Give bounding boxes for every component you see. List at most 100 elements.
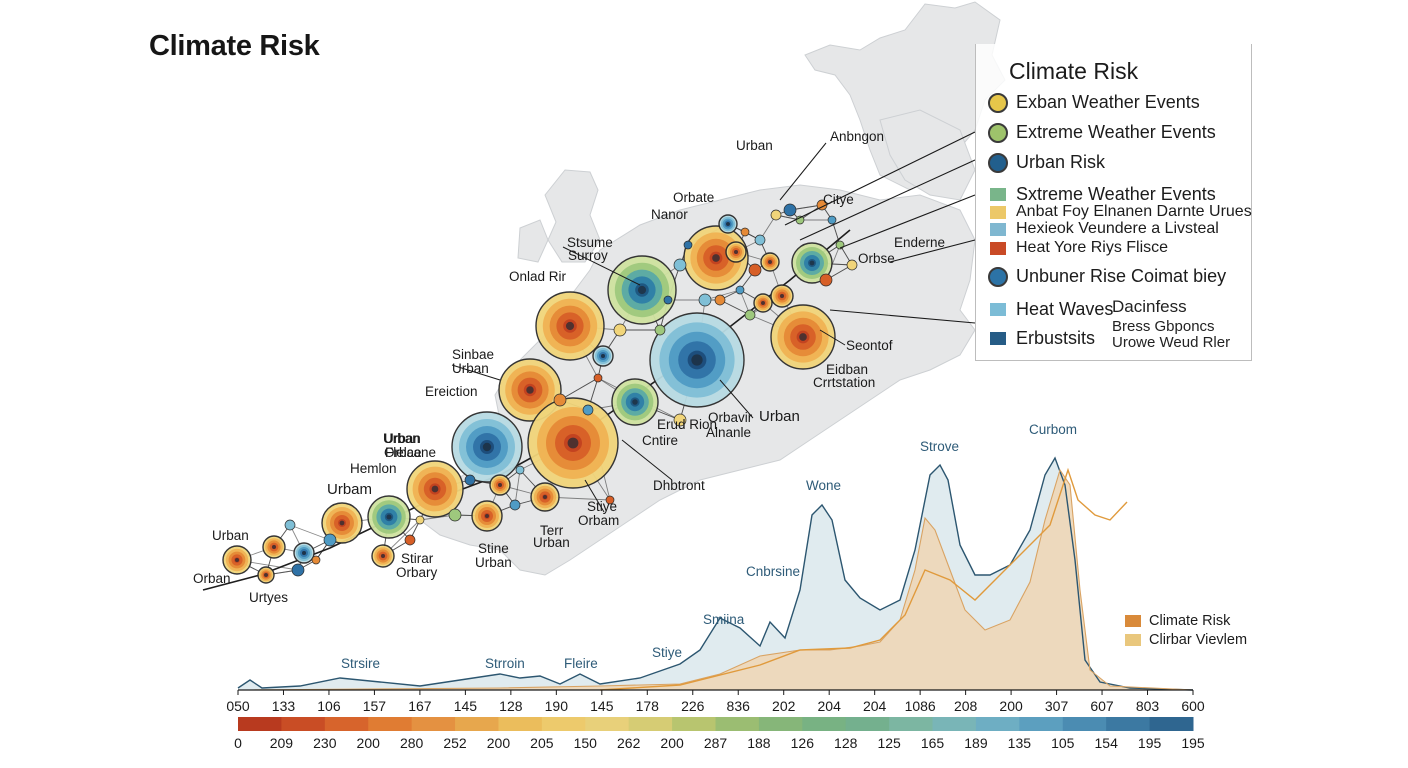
network-node: [683, 240, 693, 250]
x-tick-label: 050: [226, 698, 250, 714]
legend-swatch: [988, 266, 1008, 287]
color-scale-label: 135: [1008, 735, 1032, 751]
legend-note: Bress Gbponcs: [1112, 318, 1215, 335]
map-label: Seontof: [846, 338, 893, 353]
map-label: Enderne: [894, 235, 945, 250]
color-scale-segment: [975, 717, 1020, 731]
risk-hub: [527, 397, 619, 489]
risk-hub: [718, 214, 738, 234]
legend-label: Exban Weather Events: [1016, 92, 1200, 112]
color-scale-segment: [1106, 717, 1151, 731]
risk-hub: [451, 411, 523, 483]
color-scale-segment: [758, 717, 803, 731]
legend-item: Heat Yore Riys Flisce: [988, 239, 1168, 257]
legend-label: Heat Yore Riys Flisce: [1016, 239, 1169, 256]
network-node: [291, 563, 305, 577]
network-link: [289, 524, 331, 541]
peak-label: Fleire: [564, 656, 598, 671]
label-leader: [719, 379, 754, 419]
legend-swatch: [990, 303, 1006, 316]
x-tick-label: 128: [499, 698, 523, 714]
color-scale-segment: [845, 717, 890, 731]
legend-swatch: [990, 205, 1006, 219]
peak-label: Curbom: [1029, 422, 1077, 437]
color-scale-segment: [238, 717, 282, 731]
color-scale-label: 128: [834, 735, 858, 751]
callout-line: [839, 194, 976, 249]
x-tick-label: 190: [545, 698, 569, 714]
color-scale-segment: [1019, 717, 1064, 731]
legend-swatch: [988, 92, 1008, 113]
map-label: Cntire: [642, 433, 678, 448]
network-node: [613, 323, 627, 337]
color-scale-label: 200: [487, 735, 511, 751]
color-scale-segment: [324, 717, 369, 731]
color-scale-segment: [932, 717, 977, 731]
peak-label: Strove: [920, 439, 959, 454]
legend-item: Urban Risk: [988, 152, 1105, 173]
x-tick-label: 607: [1090, 698, 1114, 714]
color-scale-label: 189: [964, 735, 988, 751]
peak-label: Strroin: [485, 656, 525, 671]
map-label: Orbae: [384, 445, 422, 460]
legend-item: Sxtreme Weather Events: [988, 184, 1216, 205]
network-link: [559, 377, 599, 401]
area-chart: Strsire Strroin Fleire Stiye Smiina Cnbrsine W…: [226, 422, 1205, 751]
legend-panel: Climate Risk Exban Weather Events Extreme…: [975, 44, 1252, 361]
x-tick-label: 145: [590, 698, 614, 714]
callout-line: [829, 309, 976, 324]
map-label: Erud Rion: [657, 417, 717, 432]
peak-label: Stiye: [652, 645, 682, 660]
map-label: Urban: [212, 528, 249, 543]
peak-label: Strsire: [341, 656, 380, 671]
legend-label: Anbat Foy Elnanen Darnte Urues: [1016, 203, 1252, 220]
network-node: [553, 393, 567, 407]
network-node: [673, 413, 687, 427]
network-node: [663, 295, 673, 305]
legend-item: Hexieok Veundere a Livsteal: [988, 220, 1219, 238]
map-label: Hemlon: [350, 461, 397, 476]
map-label: Orbse: [858, 251, 895, 266]
legend-label: Sxtreme Weather Events: [1016, 184, 1216, 204]
color-scale-segment: [498, 717, 543, 731]
ireland-landmass: [517, 219, 549, 263]
label-leader: [819, 329, 846, 346]
legend-item: Exban Weather Events: [988, 92, 1200, 113]
x-tick-label: 307: [1045, 698, 1069, 714]
label-leader: [451, 364, 501, 381]
network-node: [284, 519, 296, 531]
risk-hub: [406, 460, 464, 518]
network-node: [827, 215, 837, 225]
chart-legend-series-1: Climate Risk: [1125, 613, 1230, 629]
risk-hub: [498, 358, 562, 422]
chart-legend-series-2: Clirbar Vievlem: [1125, 632, 1247, 648]
color-scale-label: 280: [400, 735, 424, 751]
map-label: Stine: [478, 541, 509, 556]
risk-hub: [222, 545, 252, 575]
map-label: Alnanle: [706, 425, 751, 440]
legend-label: Unbuner Rise Coimat biey: [1016, 266, 1227, 286]
x-tick-label: 226: [681, 698, 705, 714]
risk-hub: [371, 544, 395, 568]
color-scale-segment: [1062, 717, 1107, 731]
series-label: Clirbar Vievlem: [1149, 632, 1248, 648]
color-scale-segment: [672, 717, 716, 731]
network-node: [735, 285, 745, 295]
map-label: Dhbtront: [653, 478, 705, 493]
network-node: [673, 258, 687, 272]
label-leader: [621, 439, 673, 481]
map-label: Orbavir: [708, 410, 753, 425]
legend-swatch: [988, 122, 1008, 143]
callout-line: [889, 239, 976, 263]
map-label: Urban: [533, 535, 570, 550]
risk-hubs: [222, 199, 858, 584]
label-leader: [779, 142, 827, 201]
network-node: [404, 534, 416, 546]
legend-title: Climate Risk: [1009, 58, 1139, 84]
color-scale-segment: [802, 717, 847, 731]
color-scale-label: 126: [791, 735, 815, 751]
map-label: Ereiction: [425, 384, 478, 399]
network-node: [770, 209, 782, 221]
network-node: [748, 263, 762, 277]
network-node: [714, 294, 726, 306]
